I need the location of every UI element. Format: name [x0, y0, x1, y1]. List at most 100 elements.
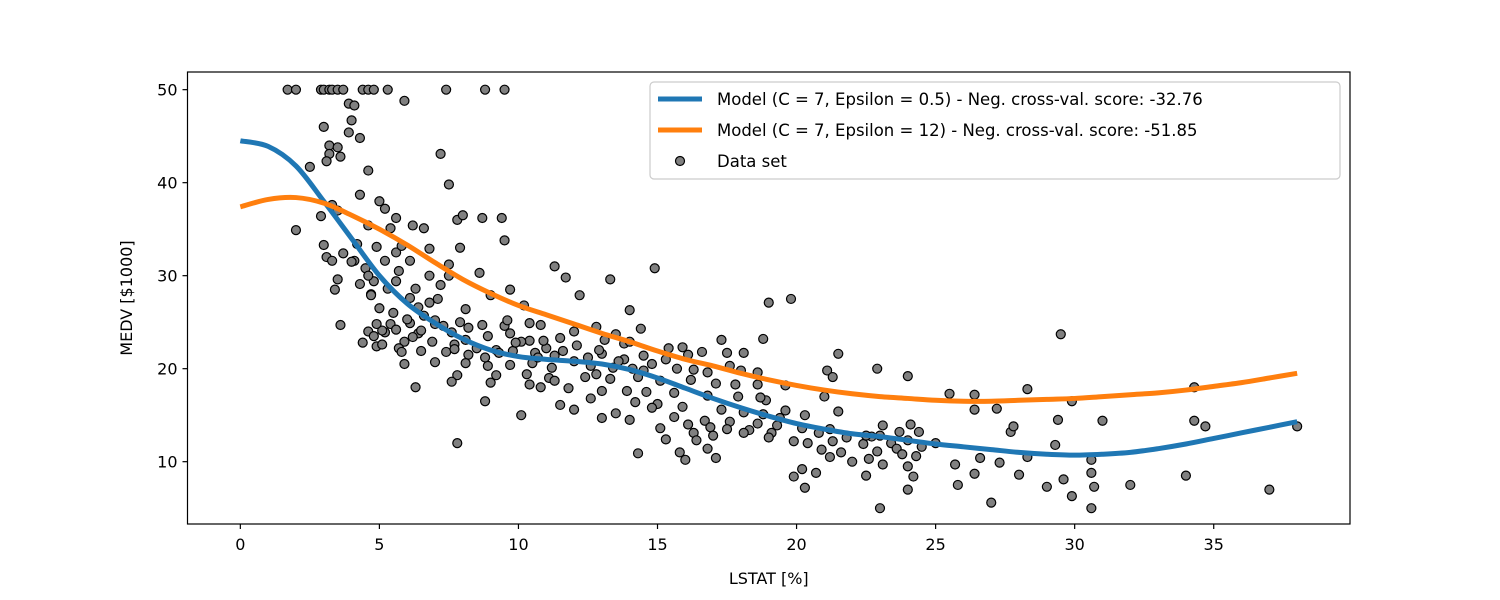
data-point	[780, 405, 791, 416]
data-point	[785, 293, 797, 305]
data-point	[457, 210, 468, 221]
data-point	[463, 349, 474, 360]
data-point	[721, 347, 733, 358]
data-point	[624, 414, 635, 425]
data-point	[516, 410, 527, 421]
data-point	[975, 452, 986, 464]
data-point	[1264, 484, 1275, 495]
data-point	[630, 397, 641, 408]
legend-label-model-epsilon-0.5: Model (C = 7, Epsilon = 0.5) - Neg. cros…	[717, 90, 1203, 109]
data-point	[324, 140, 335, 151]
data-point	[1189, 415, 1200, 426]
data-point	[546, 362, 557, 373]
data-point	[524, 335, 535, 346]
legend-label-model-epsilon-12: Model (C = 7, Epsilon = 12) - Neg. cross…	[717, 121, 1197, 140]
data-point	[379, 203, 391, 214]
data-point	[555, 399, 566, 411]
x-tick-label: 20	[786, 535, 806, 554]
data-point	[407, 331, 418, 343]
model-line-epsilon-0.5	[239, 138, 1298, 458]
data-point	[463, 322, 474, 333]
data-point	[730, 379, 741, 390]
data-point	[535, 319, 546, 331]
data-point	[721, 424, 733, 435]
data-point	[354, 189, 366, 200]
data-point	[624, 304, 635, 316]
data-point	[691, 435, 702, 446]
data-point	[474, 267, 485, 278]
data-point	[902, 461, 913, 472]
data-point	[477, 319, 488, 331]
data-point	[524, 379, 535, 390]
data-point	[877, 459, 888, 470]
data-point	[410, 283, 421, 294]
data-point	[416, 325, 427, 336]
data-point	[688, 364, 699, 375]
data-point	[710, 452, 722, 464]
data-point	[596, 412, 607, 424]
data-point	[435, 279, 446, 291]
data-point	[969, 389, 980, 400]
data-point	[510, 337, 521, 348]
data-point	[505, 284, 516, 295]
data-point	[824, 451, 836, 463]
data-point	[911, 451, 922, 462]
data-point	[705, 422, 716, 433]
data-point	[816, 444, 827, 455]
data-point	[863, 453, 874, 464]
data-point	[338, 248, 349, 259]
data-point	[315, 211, 327, 222]
data-point	[1058, 474, 1069, 485]
data-point	[496, 212, 507, 224]
data-point	[482, 360, 493, 371]
data-point	[788, 436, 799, 447]
data-point	[363, 270, 374, 281]
data-point	[354, 132, 366, 144]
data-point	[894, 426, 905, 438]
data-point	[596, 385, 607, 397]
data-point	[479, 396, 491, 407]
data-point	[822, 365, 833, 376]
data-point	[710, 378, 722, 389]
data-point	[1008, 421, 1019, 432]
y-tick-label: 20	[157, 360, 177, 379]
x-tick-label: 5	[374, 535, 384, 554]
data-point	[1052, 414, 1064, 425]
data-point	[716, 334, 727, 345]
data-point	[574, 290, 585, 301]
data-point	[429, 357, 441, 368]
data-point	[343, 127, 354, 138]
data-point	[485, 377, 496, 388]
data-point	[660, 434, 671, 445]
data-point	[682, 419, 694, 430]
data-point	[365, 290, 377, 301]
data-point	[827, 371, 838, 383]
data-point	[874, 503, 886, 514]
data-point	[491, 370, 502, 381]
data-point	[568, 326, 580, 337]
data-point	[568, 404, 580, 415]
data-point	[835, 447, 847, 458]
x-axis: 0 5 10 15 20 25 30 35	[235, 524, 1224, 554]
data-point	[738, 347, 749, 358]
data-point	[452, 437, 463, 449]
data-point	[454, 317, 466, 328]
data-point	[399, 95, 410, 106]
x-axis-label: LSTAT [%]	[729, 569, 809, 588]
y-axis-label: MEDV [$1000]	[117, 240, 136, 355]
plot-frame	[186, 71, 1351, 525]
data-point	[332, 142, 343, 153]
data-point	[290, 225, 302, 236]
data-point	[788, 471, 799, 482]
y-axis: 10 20 30 40 50	[157, 81, 188, 472]
data-point	[969, 404, 980, 415]
data-point	[799, 482, 811, 493]
data-point	[357, 337, 368, 348]
data-point	[399, 358, 410, 370]
data-point	[1022, 384, 1033, 395]
data-point	[655, 423, 666, 434]
data-point	[390, 276, 402, 287]
data-point	[585, 393, 596, 404]
x-tick-label: 15	[647, 535, 667, 554]
data-point	[677, 401, 688, 412]
